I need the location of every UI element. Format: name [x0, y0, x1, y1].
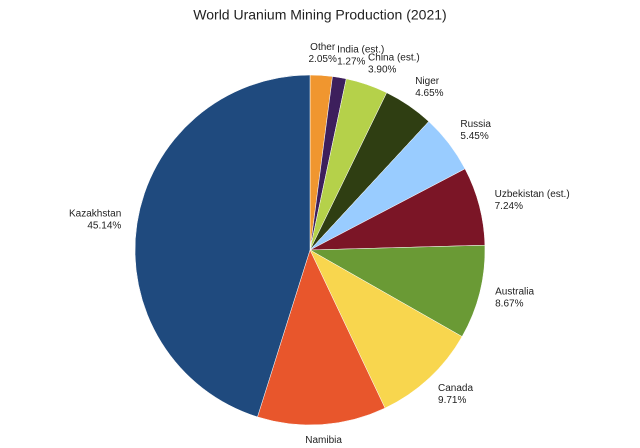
pie-slice — [134, 74, 311, 418]
slice-value-label: 3.90% — [368, 64, 396, 75]
slice-value-label: 1.27% — [337, 56, 365, 67]
slice-value-label: 8.67% — [495, 298, 523, 309]
slice-value-label: 4.65% — [415, 88, 443, 99]
slice-label: Russia — [460, 119, 491, 130]
slice-label: India (est.) — [337, 44, 384, 55]
pie-slice — [309, 244, 486, 337]
slice-value-label: 9.71% — [438, 395, 466, 406]
pie-slice — [257, 249, 386, 426]
slice-label: Kazakhstan — [69, 209, 121, 220]
slice-label: Namibia — [305, 435, 342, 446]
slice-label: China (est.) — [368, 52, 420, 63]
slice-value-label: 7.24% — [495, 201, 523, 212]
pie-slice — [309, 249, 463, 409]
slice-label: Niger — [415, 76, 440, 87]
slice-value-label: 45.14% — [87, 221, 121, 232]
slice-value-label: 2.05% — [309, 54, 337, 65]
slice-label: Australia — [495, 286, 534, 297]
slice-label: Canada — [438, 383, 473, 394]
slice-value-label: 5.45% — [460, 131, 488, 142]
slice-label: Uzbekistan (est.) — [495, 189, 570, 200]
slice-label: Other — [310, 42, 336, 53]
chart-title: World Uranium Mining Production (2021) — [193, 7, 446, 23]
